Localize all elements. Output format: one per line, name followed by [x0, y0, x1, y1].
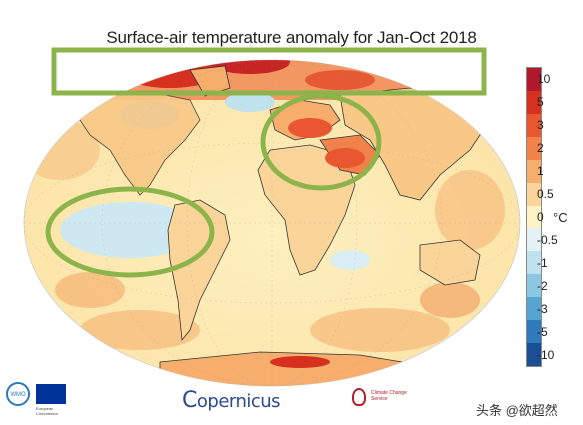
colorbar-tick-label: 10 — [537, 71, 551, 86]
south-america — [167, 199, 231, 342]
colorbar-tick-label: -2 — [537, 279, 548, 294]
arctic-hotspot — [355, 60, 445, 76]
colorbar-segment — [527, 136, 541, 160]
antarctic-hotspot — [270, 356, 330, 368]
colorbar-tick-label: 3 — [537, 117, 544, 132]
arctic-hotspot — [305, 70, 375, 90]
colorbar-segment — [527, 251, 541, 275]
greenland — [189, 65, 231, 97]
colorbar-segment — [527, 343, 541, 366]
tropical-pacific-highlight — [45, 186, 215, 278]
colorbar-segment — [527, 159, 541, 183]
colorbar-tick-label: 5 — [537, 94, 544, 109]
europe-middle-east-highlight — [260, 93, 382, 191]
anomaly-patch — [310, 308, 450, 352]
watermark: 头条 @欲超然 — [476, 403, 558, 418]
colorbar-segment — [527, 274, 541, 298]
colorbar-tick-label: -10 — [537, 348, 555, 363]
graticule-line — [101, 60, 443, 386]
colorbar-tick-label: -5 — [537, 325, 548, 340]
cool-patch — [330, 250, 370, 270]
colorbar-tick-label: 0.5 — [537, 186, 554, 201]
colorbar — [526, 67, 542, 367]
colorbar-segment — [527, 205, 541, 229]
colorbar-tick-label: 2 — [537, 140, 544, 155]
colorbar-unit: °C — [553, 210, 568, 225]
colorbar-segment — [527, 113, 541, 137]
arctic-highlight-box — [51, 47, 487, 96]
wmo-logo-text: WMO — [10, 392, 26, 398]
colorbar-segment — [527, 320, 541, 344]
cool-patch — [60, 202, 200, 258]
arctic-hotspot — [210, 60, 290, 74]
anomaly-patch — [435, 170, 505, 250]
copernicus-text: opernicus — [196, 391, 281, 412]
wmo-logo: WMO — [6, 382, 30, 406]
colorbar-tick-label: -0.5 — [537, 233, 558, 248]
australia — [419, 239, 481, 286]
colorbar-tick-label: 0 — [537, 210, 544, 224]
cool-patch — [225, 92, 275, 112]
anomaly-patch — [55, 272, 125, 308]
thermometer-icon — [352, 388, 366, 406]
colorbar-segment — [527, 182, 541, 206]
footer: WMO European Commission Copernicus Clima… — [0, 380, 583, 425]
colorbar-segment — [527, 90, 541, 114]
anomaly-patch — [420, 282, 480, 318]
graticule-line — [186, 60, 358, 386]
copernicus-logo: Copernicus — [182, 388, 281, 413]
colorbar-tick-label: -3 — [537, 302, 548, 317]
colorbar-labels: 10 5 3 2 1 0.5 0 -0.5 -1 -2 -3 -5 -10 — [537, 67, 577, 367]
anomaly-patch — [80, 310, 200, 350]
colorbar-segment — [527, 68, 541, 91]
colorbar-segment — [527, 228, 541, 252]
colorbar-tick-label: -1 — [537, 256, 548, 271]
anomaly-patch — [288, 118, 332, 138]
map-title: Surface-air temperature anomaly for Jan-… — [106, 28, 477, 47]
european-commission-logo — [36, 384, 66, 404]
climate-service-text: Climate Change Service — [371, 390, 407, 402]
european-commission-text: European Commission — [36, 406, 59, 416]
colorbar-tick-label: 1 — [537, 163, 544, 178]
anomaly-patch — [325, 148, 365, 168]
colorbar-segment — [527, 297, 541, 321]
